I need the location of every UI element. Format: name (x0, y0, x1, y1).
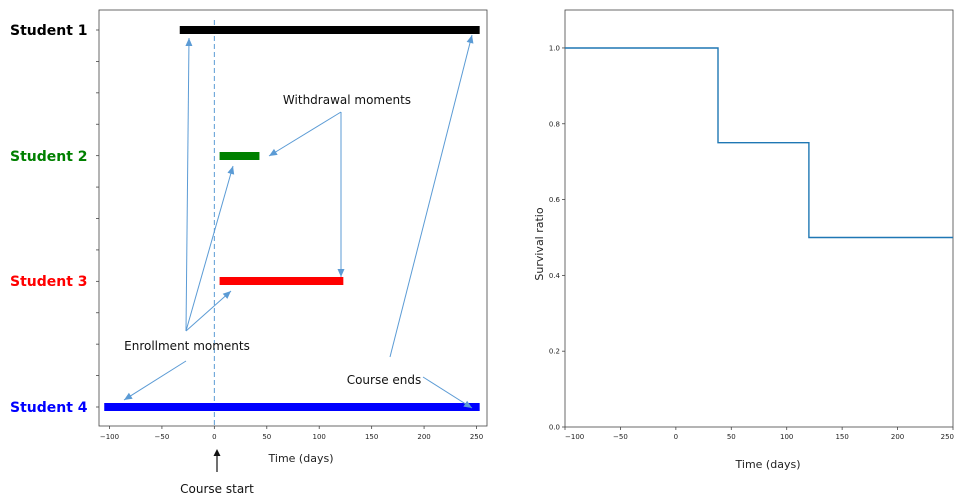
arrow-head (227, 166, 235, 175)
right-x-tick-label: 150 (835, 433, 848, 441)
right-x-tick-label: 0 (674, 433, 678, 441)
annotation-arrow (123, 360, 187, 401)
left-x-tick-label: 200 (417, 433, 430, 441)
right-x-tick-label: 250 (941, 433, 954, 441)
arrow-head (124, 392, 133, 400)
arrow-head (463, 400, 472, 408)
withdrawal-annotation: Withdrawal moments (283, 93, 411, 107)
annotation-arrow (185, 290, 232, 332)
course-ends-annotation: Course ends (347, 373, 422, 387)
left-plot-frame (98, 9, 488, 427)
left-x-axis-label: Time (days) (268, 452, 334, 465)
survival-chart: 0.0 0.2 0.4 0.6 0.8 1.0 −100 −50 0 50 100 150 200 25… (533, 9, 954, 471)
student-bar (104, 403, 480, 411)
left-x-tick-label: 150 (365, 433, 378, 441)
student-labels: Student 1 Student 2 Student 3 Student 4 (10, 23, 88, 416)
right-plot-frame (564, 9, 954, 428)
left-x-tick-label: 0 (212, 433, 216, 441)
annotation-arrow (185, 37, 190, 332)
right-x-tick-label: −100 (565, 433, 584, 441)
course-start-annotation: Course start (180, 482, 254, 496)
student-bar (179, 26, 480, 34)
annotation-arrow (389, 34, 473, 358)
timeline-bars (104, 26, 480, 411)
student-label: Student 1 (10, 23, 88, 39)
right-x-ticks: −100 −50 0 50 100 150 200 250 (564, 427, 954, 441)
timeline-chart: −100 −50 0 50 100 150 200 250 Student 1Student … (10, 9, 488, 496)
right-x-tick-label: −50 (613, 433, 628, 441)
right-y-tick-label: 1.0 (549, 44, 560, 52)
course-start-arrow (213, 449, 221, 472)
left-x-tick-label: 100 (313, 433, 326, 441)
student-label: Student 4 (10, 400, 88, 416)
arrow-head (222, 291, 231, 299)
left-x-tick-label: −50 (155, 433, 170, 441)
right-x-tick-label: 100 (780, 433, 793, 441)
annotation-arrows (123, 34, 474, 409)
left-x-tick-label: −100 (100, 433, 119, 441)
annotation-arrow (268, 111, 342, 157)
annotation-arrow (422, 376, 473, 409)
right-x-tick-label: 200 (891, 433, 904, 441)
arrow-head (337, 269, 345, 277)
right-y-tick-label: 0.0 (549, 424, 560, 432)
arrow-head (269, 148, 278, 156)
arrow-head (185, 38, 193, 47)
annotation-arrow (185, 165, 234, 332)
left-x-ticks: −100 −50 0 50 100 150 200 250 (100, 426, 483, 441)
survival-step-line (565, 47, 953, 239)
student-label: Student 2 (10, 149, 88, 165)
right-y-axis-label: Survival ratio (533, 207, 546, 280)
right-y-ticks: 0.0 0.2 0.4 0.6 0.8 1.0 (549, 44, 565, 432)
enrollment-annotation: Enrollment moments (124, 339, 250, 353)
right-y-tick-label: 0.8 (549, 120, 560, 128)
student-bar (219, 277, 344, 285)
right-y-tick-label: 0.4 (549, 272, 561, 280)
student-label: Student 3 (10, 274, 88, 290)
left-x-tick-label: 250 (470, 433, 483, 441)
right-x-axis-label: Time (days) (735, 458, 801, 471)
right-y-tick-label: 0.6 (549, 196, 561, 204)
left-y-ticks (96, 29, 99, 408)
right-y-tick-label: 0.2 (549, 348, 560, 356)
student-bar (219, 152, 260, 160)
arrow-head (466, 35, 474, 44)
right-x-tick-label: 50 (727, 433, 736, 441)
left-x-tick-label: 50 (262, 433, 271, 441)
